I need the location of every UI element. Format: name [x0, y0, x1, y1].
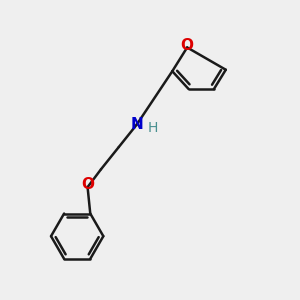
- Text: O: O: [180, 38, 193, 53]
- Text: N: N: [130, 117, 143, 132]
- Text: O: O: [81, 177, 94, 192]
- Text: H: H: [148, 121, 158, 135]
